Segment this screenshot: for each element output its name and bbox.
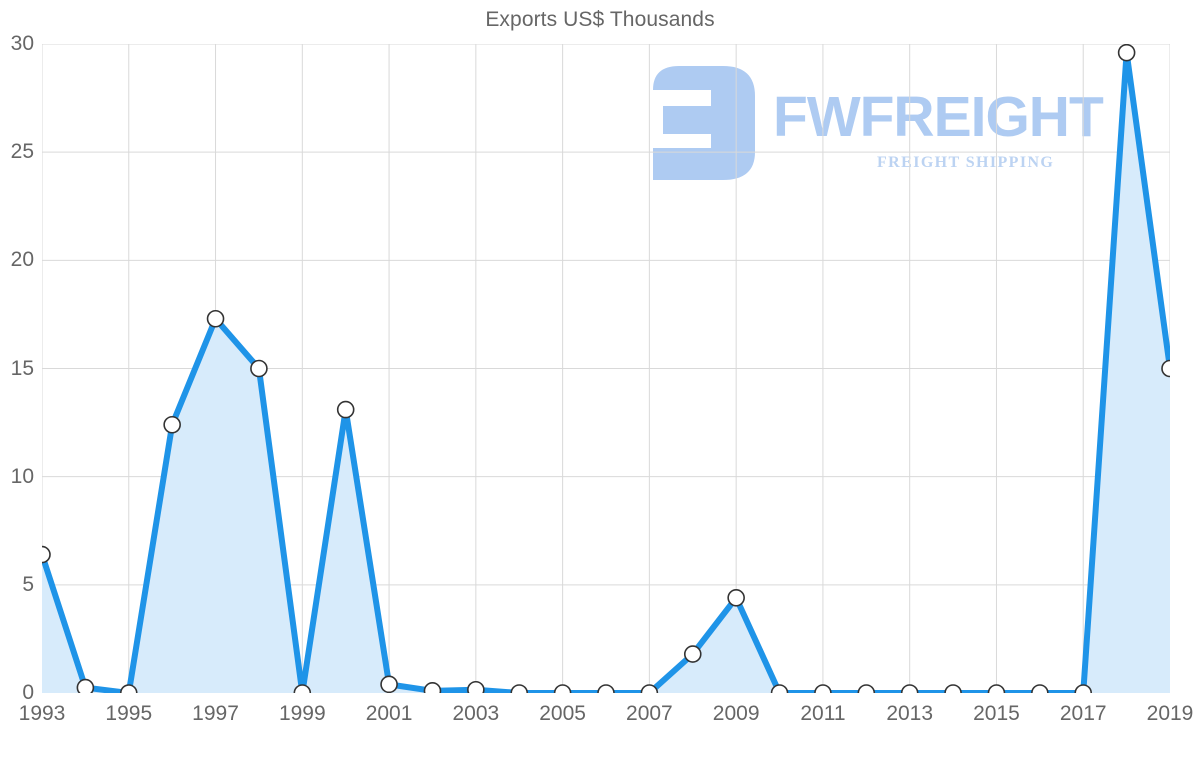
data-point-marker[interactable] [770,684,789,693]
x-axis-tick-label: 2019 [1146,702,1194,725]
data-point-marker[interactable] [510,684,529,693]
data-point-marker[interactable] [814,684,832,693]
data-point-marker[interactable] [987,684,1006,693]
data-point-marker[interactable] [1031,684,1049,693]
y-axis-tick-label: 10 [10,464,34,488]
x-axis-tick-label: 2009 [712,702,760,725]
chart-title: Exports US$ Thousands [485,8,715,31]
data-point-marker[interactable] [467,680,485,693]
y-axis-tick-label: 30 [10,32,34,55]
y-axis-tick-label: 5 [22,572,34,596]
data-line-path [42,49,1170,693]
data-point-marker[interactable] [1117,44,1136,62]
data-point-marker[interactable] [597,684,615,693]
data-point-marker[interactable] [683,645,702,663]
plot-area [42,44,1170,693]
data-markers [42,44,1170,693]
data-point-marker[interactable] [1161,359,1170,378]
x-axis-tick-label: 2017 [1059,702,1107,725]
plot-svg [42,44,1170,693]
data-point-marker[interactable] [42,545,51,564]
data-point-marker[interactable] [76,678,95,693]
data-point-marker[interactable] [640,684,659,693]
data-line [42,49,1170,693]
data-point-marker[interactable] [553,684,572,693]
data-point-marker[interactable] [250,359,268,378]
y-axis-tick-label: 25 [10,140,34,164]
x-axis-tick-label: 2001 [365,702,413,725]
x-axis-tick-label: 2011 [800,702,846,725]
area-fill-path [42,52,1170,693]
x-axis-tick-label: 1999 [278,702,326,725]
data-point-marker[interactable] [900,684,919,693]
data-point-marker[interactable] [119,684,138,693]
area-fill [42,52,1170,693]
data-point-marker[interactable] [380,675,398,693]
x-axis-tick-label: 2003 [452,702,500,725]
x-axis-tick-label: 1993 [18,702,66,725]
y-axis-tick-label: 15 [10,356,34,380]
x-axis-tick-label: 2013 [886,702,934,725]
x-axis-tick-label: 2005 [539,702,586,725]
x-axis-tick-label: 1995 [105,702,153,725]
data-point-marker[interactable] [944,684,962,693]
data-point-marker[interactable] [1074,684,1093,693]
data-point-marker[interactable] [336,400,355,419]
y-axis-tick-label: 0 [22,681,34,704]
x-axis-tick-label: 1997 [192,702,239,725]
x-axis-tick-label: 2015 [973,702,1020,725]
y-axis-tick-label: 20 [10,248,34,272]
data-point-marker[interactable] [727,589,745,607]
data-point-marker[interactable] [857,684,876,693]
data-point-marker[interactable] [293,684,312,693]
data-point-marker[interactable] [206,309,225,328]
data-point-marker[interactable] [163,415,181,434]
data-point-marker[interactable] [423,682,442,693]
x-axis-tick-label: 2007 [626,702,673,725]
